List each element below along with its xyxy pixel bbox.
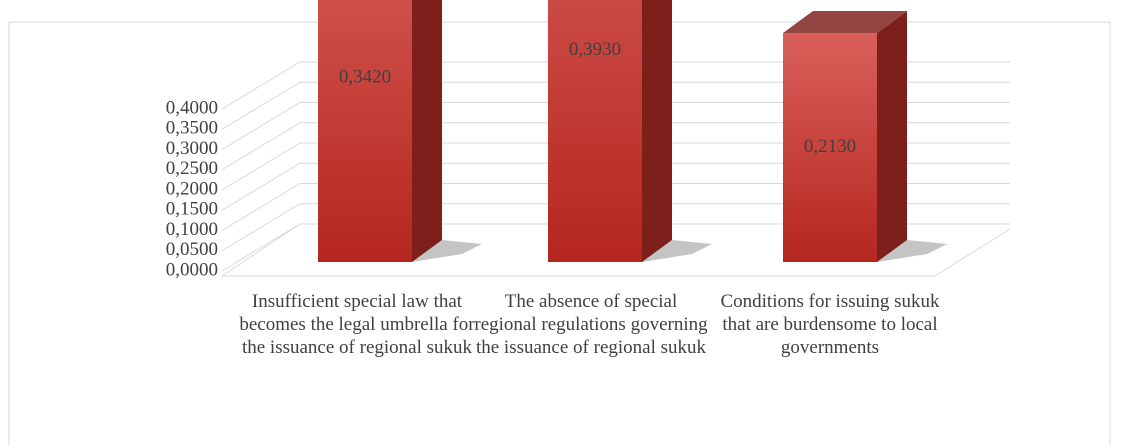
value-label: 0,2130: [804, 136, 856, 157]
value-label: 0,3420: [339, 67, 391, 88]
y-tick-label: 0,3000: [166, 138, 218, 159]
y-tick-label: 0,1000: [166, 219, 218, 240]
bar-shadow: [877, 240, 947, 262]
grid-line: [221, 142, 1010, 191]
floor: [222, 228, 1011, 277]
grid-line: [221, 122, 1010, 171]
bar: [548, 0, 642, 262]
y-tick-label: 0,1500: [166, 199, 218, 220]
grid-line: [221, 61, 1010, 110]
y-tick-label: 0,3500: [166, 118, 218, 139]
y-tick-label: 0,0500: [166, 239, 218, 260]
y-tick-label: 0,4000: [166, 97, 218, 118]
y-tick-label: 0,2000: [166, 178, 218, 199]
bar-side: [877, 11, 907, 263]
bar-shadow: [412, 240, 482, 262]
bar-side: [412, 0, 442, 262]
y-tick-label: 0,0000: [166, 259, 218, 280]
axis-line: [221, 223, 301, 277]
y-tick-label: 0,2500: [166, 158, 218, 179]
grid-line: [221, 102, 1010, 150]
grid-line: [221, 203, 1010, 252]
bar: [318, 0, 412, 262]
grid-line: [221, 81, 1010, 130]
bar-shadow: [642, 240, 712, 262]
x-tick-label: The absence of special regional regulati…: [474, 291, 708, 358]
value-label: 0,3930: [569, 39, 621, 60]
bar-top: [783, 11, 907, 34]
x-tick-label: Conditions for issuing sukuk that are bu…: [720, 291, 940, 358]
grid-line: [221, 183, 1010, 231]
bar: [783, 33, 877, 263]
bar-side: [642, 0, 672, 262]
x-tick-label: Insufficient special law that becomes th…: [239, 291, 475, 358]
grid-line: [221, 162, 1010, 211]
